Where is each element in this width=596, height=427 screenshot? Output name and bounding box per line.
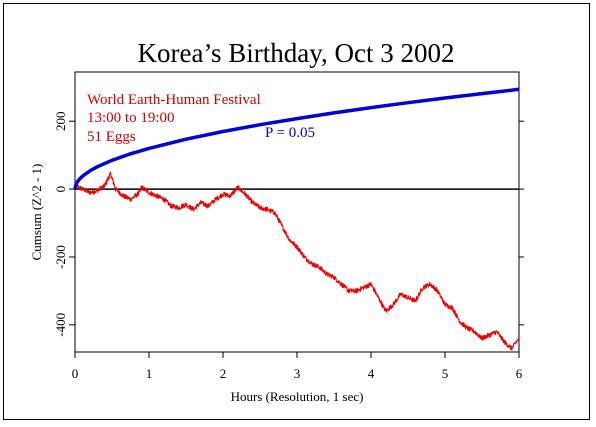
annotation-event-name: World Earth-Human Festival <box>87 92 261 108</box>
y-tick-label: -200 <box>53 245 68 269</box>
x-tick-label: 0 <box>72 366 79 381</box>
x-tick-label: 6 <box>516 366 523 381</box>
p-005-envelope-line <box>73 87 520 190</box>
x-axis-label: Hours (Resolution, 1 sec) <box>231 389 364 404</box>
tick-layer: 0 1 2 3 4 5 6 -400 -200 0 200 <box>53 111 524 381</box>
cumsum-series-line <box>74 171 520 351</box>
series-layer <box>73 87 520 351</box>
y-tick-label: -400 <box>53 313 68 337</box>
chart-title: Korea’s Birthday, Oct 3 2002 <box>138 38 455 68</box>
chart-frame <box>3 3 590 420</box>
annotation-time-range: 13:00 to 19:00 <box>87 110 175 126</box>
annotation-egg-count: 51 Eggs <box>87 129 136 145</box>
annotation-p-value: P = 0.05 <box>265 125 315 141</box>
x-tick-label: 3 <box>294 366 301 381</box>
y-axis-label: Cumsum (Z^2 - 1) <box>29 164 44 261</box>
x-tick-label: 1 <box>146 366 153 381</box>
x-tick-label: 4 <box>368 366 375 381</box>
y-tick-label: 0 <box>53 186 68 193</box>
y-tick-label: 200 <box>53 111 68 131</box>
x-tick-label: 2 <box>220 366 227 381</box>
x-tick-label: 5 <box>442 366 449 381</box>
